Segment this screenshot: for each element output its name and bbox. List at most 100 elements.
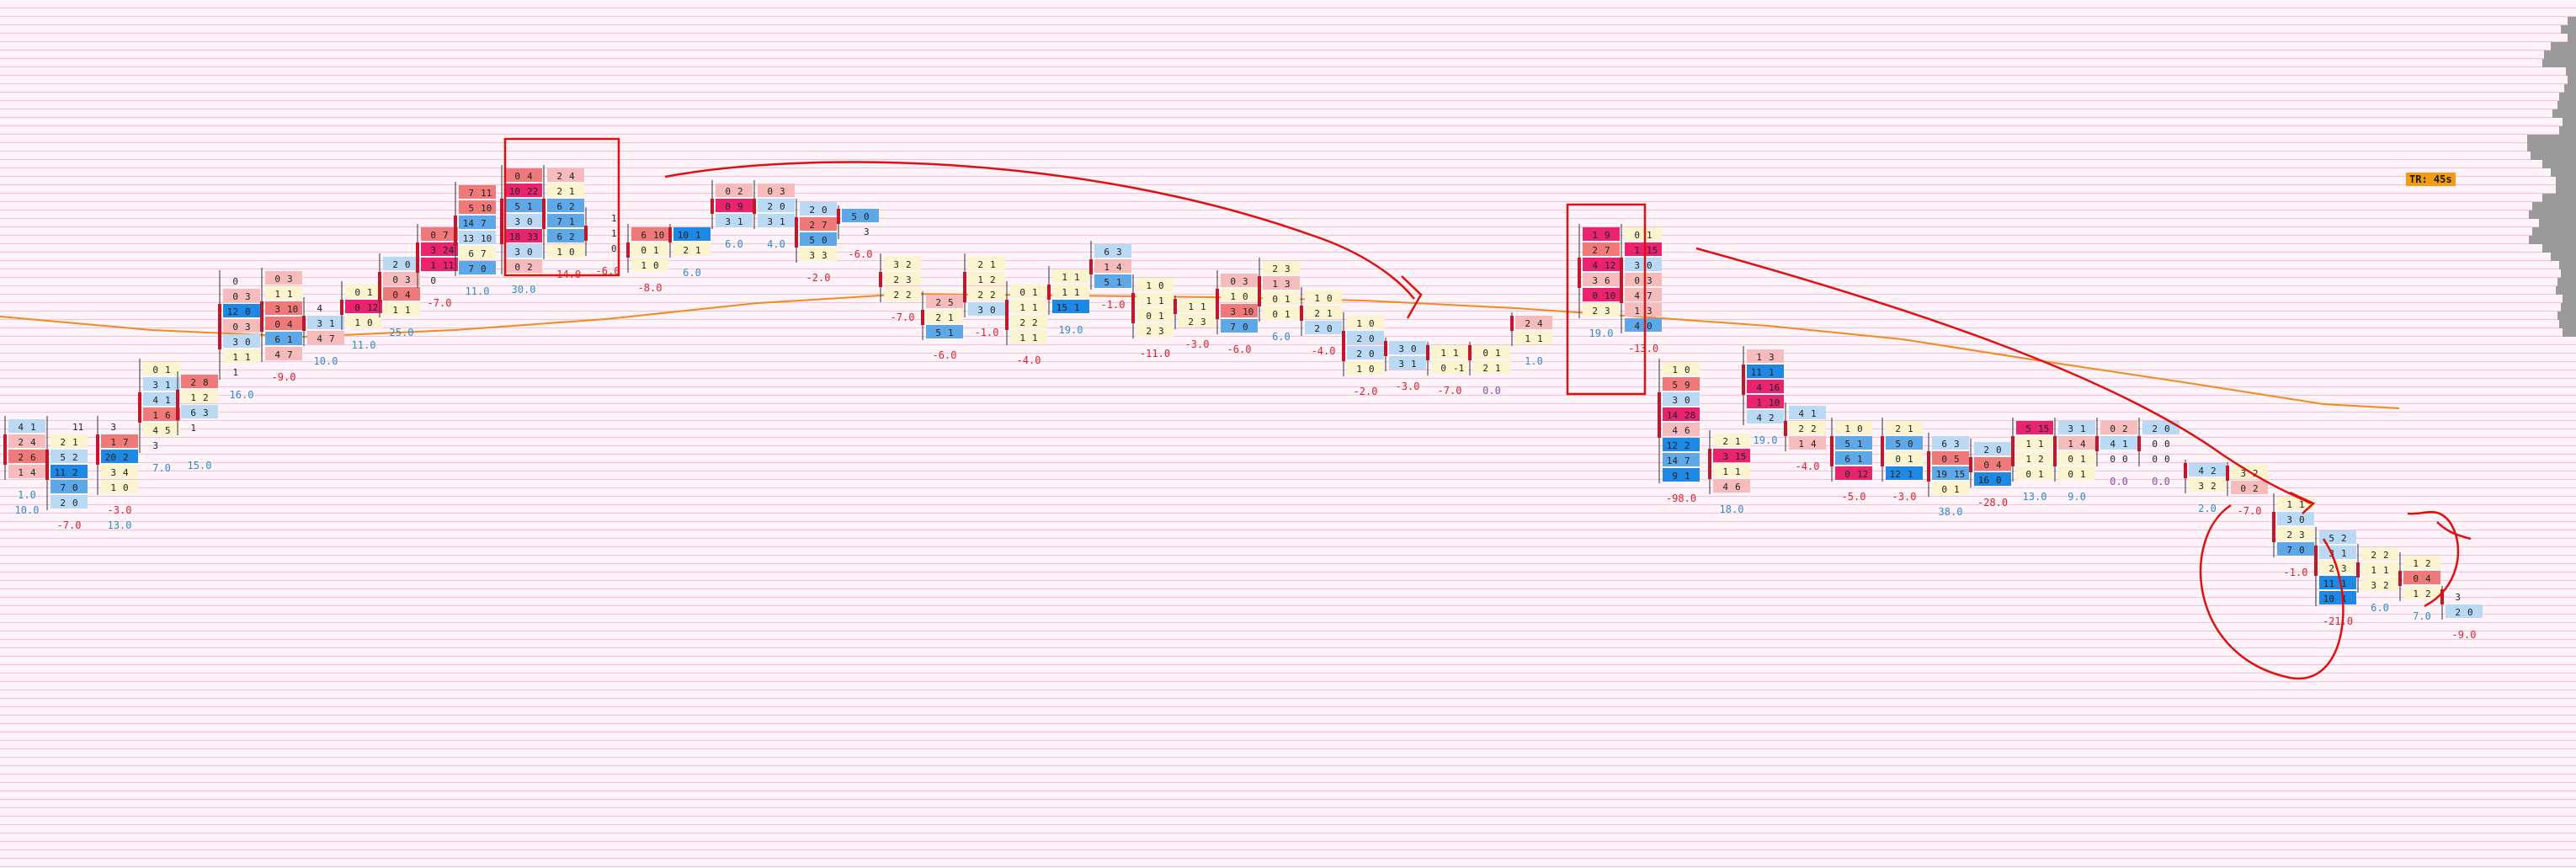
footprint-cell xyxy=(2361,578,2398,591)
footprint-cell xyxy=(1515,316,1552,329)
footprint-ask-label: 11 xyxy=(72,422,83,433)
candle-body xyxy=(1426,345,1429,360)
bar-delta-label: 0.0 xyxy=(1482,385,1501,397)
annotation-arrowhead xyxy=(2289,491,2316,514)
footprint-bid-label: 2 xyxy=(935,312,941,323)
footprint-ask-label: 0 xyxy=(367,317,373,328)
footprint-bar: 2 42 16 27 16 21 0-14.0 xyxy=(542,165,584,280)
footprint-bid-label: 1 xyxy=(110,437,116,448)
volume-profile-bar xyxy=(2529,236,2576,244)
footprint-cell xyxy=(101,450,138,463)
footprint-ask-label: 2 xyxy=(2425,558,2431,569)
footprint-bid-label: 0 xyxy=(2152,454,2158,465)
volume-profile-bar xyxy=(2568,76,2576,84)
bar-delta-label: -3.0 xyxy=(108,504,132,516)
annotation-stroke xyxy=(2436,521,2472,541)
footprint-cell xyxy=(1094,274,1131,288)
footprint-bid-label: 0 xyxy=(514,262,520,273)
candle-body xyxy=(837,209,840,224)
footprint-bid-label: 1 xyxy=(1146,280,1152,291)
footprint-ask-label: 1 xyxy=(948,312,954,323)
footprint-bid-label: 2 xyxy=(2455,607,2461,618)
footprint-ask-label: 0 xyxy=(1369,349,1375,359)
footprint-ask-label: 1 xyxy=(948,327,954,338)
footprint-bar: 1 05 16 10 12-5.0 xyxy=(1830,418,1872,503)
footprint-bid-label: 4 xyxy=(1634,321,1640,332)
footprint-ask-label: 3 xyxy=(1200,317,1206,327)
footprint-bar: 0 10 121 011.0 xyxy=(340,281,382,351)
bar-delta-label: -6.0 xyxy=(1227,343,1252,355)
candle-body xyxy=(1216,289,1219,319)
footprint-bar: 0 31 03 107 0-6.0 xyxy=(1216,270,1258,355)
bar-delta-label: -4.0 xyxy=(1796,461,1820,472)
candle-body xyxy=(921,310,924,325)
footprint-ask-label: 3 xyxy=(405,274,411,285)
footprint-bid-label: 0 xyxy=(2413,573,2419,584)
bar-delta-label: 18.0 xyxy=(1720,503,1744,515)
footprint-ask-label: 1 xyxy=(1200,301,1206,312)
volume-profile-bar xyxy=(2542,194,2576,202)
footprint-cell xyxy=(1010,300,1047,313)
bar-delta-label: 7.0 xyxy=(152,462,171,474)
footprint-bid-label: 4 xyxy=(152,425,158,436)
footprint-ask-label: 10 xyxy=(1769,397,1780,408)
footprint-bar: 1 05 93 014 284 612 214 79 1-98.0 xyxy=(1658,359,1700,504)
candle-body xyxy=(1384,341,1387,356)
footprint-ask-label: 1 xyxy=(1735,436,1741,447)
footprint-bid-label: 0 xyxy=(232,322,238,333)
volume-profile-bar xyxy=(2557,278,2576,286)
footprint-cell xyxy=(1625,288,1662,301)
candle-body xyxy=(2398,571,2402,586)
footprint-bar: 1 1 0 -6.0 xyxy=(584,207,620,277)
footprint-bid-label: 3 xyxy=(152,440,158,451)
footprint-bid-label: 10 xyxy=(2323,594,2334,604)
footprint-ask-label: 15 xyxy=(1647,245,1658,256)
footprint-ask-label: 10 xyxy=(481,233,492,244)
footprint-ask-label: 0 xyxy=(1327,323,1333,334)
annotation-circle xyxy=(2199,503,2344,680)
footprint-cell xyxy=(800,202,837,216)
footprint-bid-label: 5 xyxy=(60,452,66,463)
footprint-cell xyxy=(1347,316,1384,329)
bar-delta-label: 0.0 xyxy=(2110,476,2128,487)
annotation-arrow xyxy=(1695,247,2312,505)
footprint-bid-label: 1 xyxy=(1062,287,1067,298)
footprint-ask-label: 2 xyxy=(2425,588,2431,599)
annotation-curl xyxy=(2407,511,2460,608)
footprint-ask-label: 1 xyxy=(165,365,171,375)
footprint-cell xyxy=(223,349,260,363)
footprint-cell xyxy=(1747,365,1784,378)
footprint-cell xyxy=(421,242,458,256)
footprint-ask-label: 3 xyxy=(1158,326,1164,337)
footprint-cell xyxy=(1932,466,1969,480)
footprint-cell xyxy=(51,465,88,478)
footprint-bid-label: 9 xyxy=(1672,471,1678,482)
footprint-ask-label: 2 xyxy=(990,290,996,301)
footprint-ask-label: 7 xyxy=(822,220,828,231)
footprint-bar: 2 13 151 14 618.0 xyxy=(1708,430,1750,515)
candle-body xyxy=(218,304,221,349)
footprint-bid-label: 2 xyxy=(556,186,562,197)
footprint-ask-label: 1 xyxy=(287,334,293,345)
candle-body xyxy=(1258,276,1261,306)
footprint-bid-label: 1 xyxy=(430,260,436,271)
footprint-bar: 1 02 12 0-4.0 xyxy=(1300,287,1342,357)
footprint-ask-label: 3 xyxy=(1954,439,1960,450)
footprint-bid-label: 12 xyxy=(1890,469,1901,480)
footprint-ask-label: 1 xyxy=(527,201,533,212)
footprint-cell xyxy=(1747,410,1784,423)
footprint-cell xyxy=(1747,395,1784,408)
footprint-ask-label: 1 xyxy=(1158,311,1164,322)
footprint-ask-label: 9 xyxy=(737,201,743,212)
bar-delta-label: -9.0 xyxy=(272,371,296,383)
footprint-bid-label: 1 xyxy=(1634,245,1640,256)
footprint-cell xyxy=(307,331,344,344)
footprint-bid-label: 18 xyxy=(509,232,520,242)
footprint-ask-label: 1 xyxy=(2383,565,2389,576)
volume-profile-bar xyxy=(2552,109,2576,118)
footprint-ask-label: 1 xyxy=(695,230,701,241)
footprint-ask-label: 1 xyxy=(2080,469,2086,480)
footprint-bid-label: 3 xyxy=(2286,514,2292,525)
footprint-cell xyxy=(1473,360,1510,374)
